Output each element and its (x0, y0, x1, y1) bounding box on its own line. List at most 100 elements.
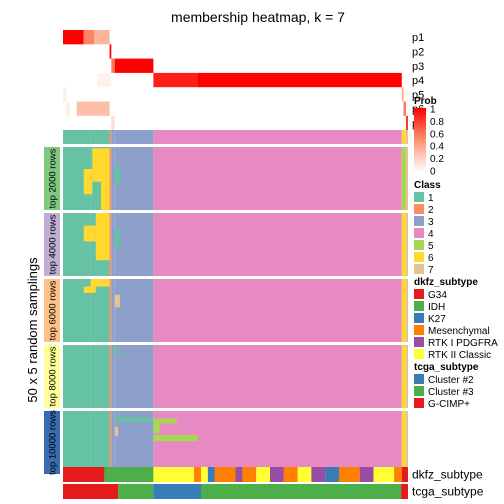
sampling-group-0-column-7 (405, 147, 408, 210)
prob-cell-p5-1 (401, 87, 404, 102)
class-legend-label: 2 (428, 205, 434, 216)
tcga-legend-swatch (414, 374, 424, 384)
annotation-cell-0-11 (283, 467, 298, 482)
class-legend-label: 1 (428, 193, 434, 204)
sampling-group-3-column-3 (111, 345, 115, 408)
dkfz-legend-label: G34 (428, 290, 447, 301)
class-patch-8 (90, 279, 110, 287)
sampling-group-2-column-1 (90, 279, 110, 342)
prob-row-label: p2 (412, 46, 424, 58)
annotation-track-label: dkfz_subtype (412, 468, 483, 482)
class-legend-swatch (414, 228, 424, 238)
annotation-cell-0-2 (153, 467, 195, 482)
sampling-group-4-column-0 (63, 411, 91, 474)
sampling-group-3-column-6 (401, 345, 406, 408)
prob-cell-p4-2 (197, 72, 402, 88)
annotation-cell-0-16 (359, 467, 374, 482)
prob-cell-p7-1 (405, 115, 408, 131)
annotation-cell-0-3 (194, 467, 201, 482)
class-summary-column-5 (153, 130, 402, 144)
class-summary-column-4 (114, 130, 154, 144)
dkfz-legend-swatch (414, 325, 424, 335)
class-patch-5 (95, 213, 110, 261)
prob-legend-tick: 0.6 (430, 129, 444, 140)
annotation-cell-0-0 (63, 467, 105, 482)
prob-cell-p7-0 (111, 115, 115, 131)
prob-cell-p6-1 (76, 101, 110, 116)
annotation-track-label: tcga_subtype (412, 485, 484, 499)
tcga-legend-swatch (414, 398, 424, 408)
class-legend-swatch (414, 240, 424, 250)
probability-heatmap: p1p2p3p4p5p6p7 (63, 30, 424, 131)
class-patch-3 (114, 165, 120, 185)
prob-cell-p5-0 (63, 87, 67, 102)
sampling-group-2-column-6 (401, 279, 406, 342)
annotation-cell-1-4 (401, 484, 408, 499)
annotation-cell-1-1 (118, 484, 154, 499)
class-patch-6 (83, 225, 96, 242)
sampling-group-1-column-5 (153, 213, 402, 276)
annotation-cell-0-4 (201, 467, 208, 482)
dkfz-legend-swatch (414, 337, 424, 347)
annotation-tracks: dkfz_subtype tcga_subtype (63, 467, 484, 499)
annotation-cell-0-13 (311, 467, 326, 482)
sampling-group-3-column-7 (405, 345, 408, 408)
prob-row-label: p5 (412, 89, 424, 101)
tcga-legend-swatch (414, 386, 424, 396)
sampling-group-3-column-4 (114, 345, 154, 408)
class-legend-label: 7 (428, 265, 434, 276)
prob-legend-gradient (414, 108, 426, 172)
class-patch-17 (114, 426, 119, 437)
class-legend-label: 6 (428, 253, 434, 264)
sampling-group-1-column-2 (109, 213, 112, 276)
row-group-strip: top 2000 rows top 4000 rows top 6000 rows t… (44, 147, 60, 475)
sampling-group-1-column-0 (63, 213, 91, 276)
class-patch-10 (114, 294, 120, 308)
annotation-cell-1-2 (153, 484, 201, 499)
dkfz-legend-label: RTK II Classic (428, 350, 491, 361)
annotation-cell-0-6 (214, 467, 236, 482)
tcga-legend-title: tcga_subtype (414, 362, 479, 373)
dkfz-legend-swatch (414, 289, 424, 299)
prob-legend-tick: 0.2 (430, 154, 444, 165)
prob-cell-p3-0 (111, 58, 115, 73)
class-summary-column-0 (63, 130, 91, 144)
prob-row-label: p4 (412, 75, 424, 87)
dkfz-legend-label: IDH (428, 302, 445, 313)
annotation-cell-0-7 (235, 467, 243, 482)
row-group-band-4 (44, 411, 60, 474)
sampling-group-4-column-2 (109, 411, 112, 474)
class-patch-12 (114, 413, 124, 415)
prob-row-label: p1 (412, 32, 424, 44)
row-group-label: top 4000 rows (48, 214, 59, 274)
class-patch-11 (114, 348, 120, 355)
row-axis-label: 50 x 5 random samplings (25, 257, 40, 403)
class-patch-7 (114, 228, 120, 248)
class-summary-column-7 (405, 130, 408, 144)
sampling-group-4-column-1 (90, 411, 110, 474)
sampling-group-4-column-3 (111, 411, 115, 474)
dkfz-legend-label: RTK I PDGFRA (428, 338, 498, 349)
sampling-group-1-column-4 (114, 213, 154, 276)
class-legend-swatch (414, 192, 424, 202)
prob-cell-p4-0 (97, 72, 112, 88)
class-legend-title: Class (414, 180, 441, 191)
class-patch-4 (401, 147, 406, 210)
class-legend-label: 4 (428, 229, 434, 240)
class-legend-label: 3 (428, 217, 434, 228)
dkfz-legend-title: dkfz_subtype (414, 277, 478, 288)
class-patch-0 (92, 148, 110, 182)
class-legend-swatch (414, 264, 424, 274)
annotation-cell-1-0 (63, 484, 119, 499)
class-legend-swatch (414, 216, 424, 226)
sampling-group-3-column-0 (63, 345, 91, 408)
class-patch-13 (114, 417, 154, 422)
row-group-label: top 8000 rows (48, 346, 59, 406)
prob-cell-p4-1 (153, 72, 198, 88)
sampling-group-4-column-6 (401, 411, 406, 474)
class-patch-14 (153, 418, 177, 424)
class-patch-9 (83, 286, 96, 293)
sampling-group-2-column-7 (405, 279, 408, 342)
annotation-cell-0-9 (256, 467, 270, 482)
